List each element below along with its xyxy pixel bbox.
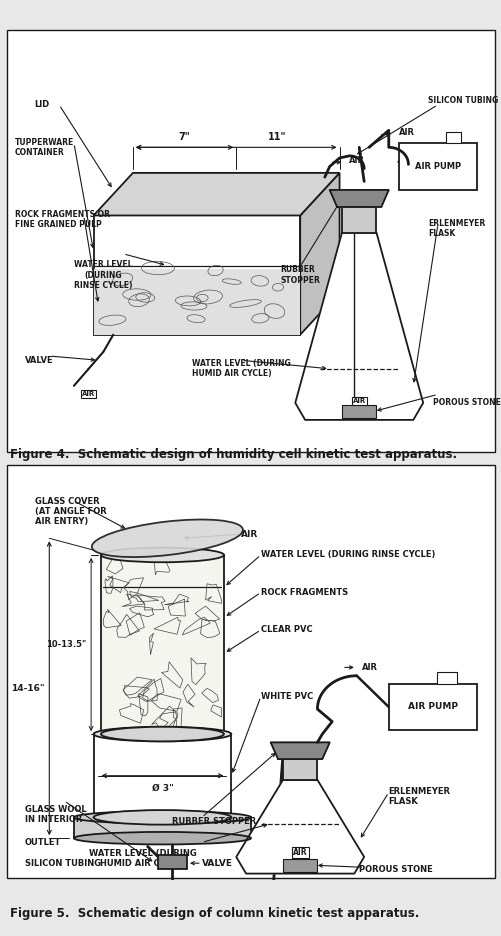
Text: AIR PUMP: AIR PUMP (407, 703, 457, 711)
Polygon shape (329, 190, 388, 207)
Text: 11": 11" (268, 132, 286, 141)
Text: GLASS COVER
(AT ANGLE FOR
AIR ENTRY): GLASS COVER (AT ANGLE FOR AIR ENTRY) (35, 497, 106, 526)
Bar (341, 207, 376, 232)
Text: AIR: AIR (349, 155, 365, 165)
Text: AIR: AIR (240, 530, 258, 538)
Text: 7": 7" (178, 132, 190, 141)
Text: ERLENMEYER
FLASK: ERLENMEYER FLASK (388, 787, 450, 806)
Ellipse shape (93, 810, 231, 825)
Text: OUTLET: OUTLET (25, 838, 61, 847)
Ellipse shape (101, 726, 223, 741)
Text: 10-13.5": 10-13.5" (46, 640, 86, 649)
Ellipse shape (92, 519, 242, 557)
Text: VALVE: VALVE (201, 858, 232, 868)
Text: AIR: AIR (352, 398, 365, 403)
Text: AIR: AIR (292, 848, 307, 857)
Text: AIR: AIR (82, 391, 95, 398)
Text: POROUS STONE: POROUS STONE (432, 399, 500, 407)
Polygon shape (300, 173, 339, 335)
Text: ERLENMEYER
FLASK: ERLENMEYER FLASK (427, 218, 484, 238)
Text: SILICON TUBING: SILICON TUBING (427, 96, 497, 105)
Text: GLASS WOOL
IN INTERIOR: GLASS WOOL IN INTERIOR (25, 805, 86, 825)
Text: AIR: AIR (361, 663, 377, 672)
Bar (436, 672, 456, 684)
Text: RUBBER STOPPER: RUBBER STOPPER (172, 817, 256, 826)
Text: WATER LEVEL (DURING
HUMID AIR CYCLE): WATER LEVEL (DURING HUMID AIR CYCLE) (191, 359, 290, 378)
Text: ROCK FRAGMENTS: ROCK FRAGMENTS (261, 588, 347, 597)
Text: RUBBER
STOPPER: RUBBER STOPPER (280, 266, 320, 285)
Bar (101, 555, 223, 734)
Text: WATER LEVEL
(DURING
RINSE CYCLE): WATER LEVEL (DURING RINSE CYCLE) (74, 260, 132, 290)
Bar (445, 132, 459, 143)
Text: Ø 3": Ø 3" (151, 783, 173, 793)
Ellipse shape (101, 548, 223, 563)
Text: SILICON TUBING: SILICON TUBING (25, 858, 101, 868)
Bar (93, 270, 300, 335)
Text: POROUS STONE: POROUS STONE (359, 865, 432, 874)
Bar (93, 215, 300, 335)
Polygon shape (236, 780, 363, 873)
Polygon shape (270, 742, 329, 759)
Bar (283, 859, 317, 871)
Text: WHITE PVC: WHITE PVC (261, 692, 313, 701)
Bar (93, 734, 231, 817)
Text: WATER LEVEL (DURING
HUMID AIR CYCLE): WATER LEVEL (DURING HUMID AIR CYCLE) (89, 849, 196, 868)
Text: CLEAR PVC: CLEAR PVC (261, 625, 312, 635)
Text: AIR: AIR (398, 128, 414, 137)
Text: AIR PUMP: AIR PUMP (414, 162, 460, 171)
Text: VALVE: VALVE (25, 356, 53, 365)
Bar (283, 759, 317, 780)
Ellipse shape (93, 726, 231, 741)
Text: ROCK FRAGMENTS OR
FINE GRAINED PULP: ROCK FRAGMENTS OR FINE GRAINED PULP (15, 210, 110, 229)
Bar (74, 817, 250, 839)
Text: TUPPERWARE
CONTAINER: TUPPERWARE CONTAINER (15, 138, 74, 157)
Text: Figure 4.  Schematic design of humidity cell kinetic test apparatus.: Figure 4. Schematic design of humidity c… (10, 448, 456, 461)
Bar (157, 855, 187, 870)
Text: WATER LEVEL (DURING RINSE CYCLE): WATER LEVEL (DURING RINSE CYCLE) (261, 550, 434, 560)
Ellipse shape (74, 832, 250, 844)
Text: LID: LID (35, 100, 50, 110)
Bar (388, 684, 476, 730)
Text: 14-16": 14-16" (11, 683, 44, 693)
Polygon shape (93, 173, 339, 215)
Bar (398, 143, 476, 190)
Polygon shape (295, 232, 422, 420)
Text: Figure 5.  Schematic design of column kinetic test apparatus.: Figure 5. Schematic design of column kin… (10, 907, 418, 919)
Bar (341, 405, 376, 417)
Ellipse shape (74, 812, 250, 824)
